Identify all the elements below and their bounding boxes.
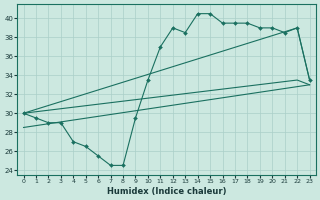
X-axis label: Humidex (Indice chaleur): Humidex (Indice chaleur): [107, 187, 226, 196]
